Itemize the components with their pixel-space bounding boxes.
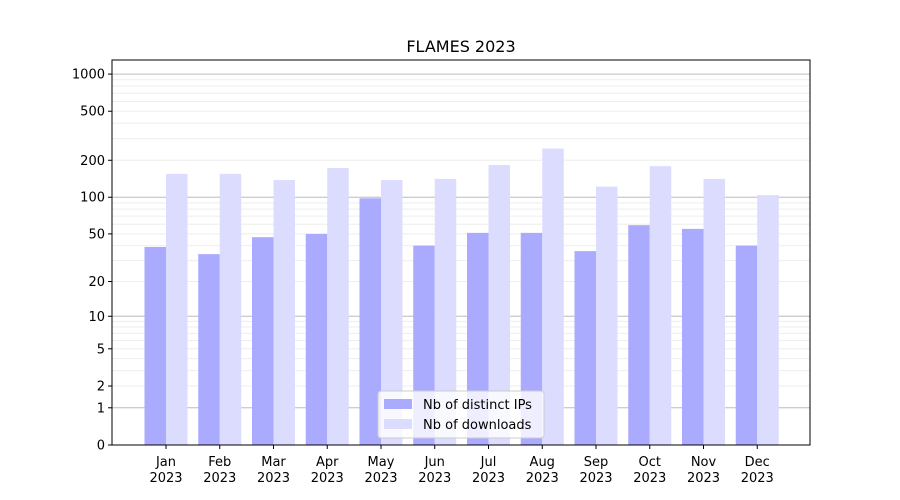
y-tick-label: 100	[80, 191, 105, 206]
bar-distinct-ips	[198, 254, 220, 445]
x-tick-label-month: Jul	[480, 455, 497, 470]
x-tick-label-month: Apr	[316, 455, 339, 470]
x-tick-label-year: 2023	[472, 471, 505, 486]
x-tick-label-month: Aug	[530, 455, 555, 470]
legend-label: Nb of downloads	[423, 418, 532, 433]
bar-downloads	[273, 180, 295, 445]
bar-downloads	[596, 186, 618, 445]
bar-downloads	[166, 173, 188, 445]
legend: Nb of distinct IPs Nb of downloads	[377, 390, 545, 439]
bar-downloads	[542, 148, 564, 445]
y-tick-label: 10	[88, 310, 105, 325]
bar-downloads	[488, 165, 510, 445]
x-tick-label-year: 2023	[311, 471, 344, 486]
x-tick-label-year: 2023	[579, 471, 612, 486]
bar-downloads	[649, 166, 672, 445]
x-tick-label-year: 2023	[203, 471, 236, 486]
x-tick-label-year: 2023	[418, 471, 451, 486]
x-tick-label-month: Feb	[208, 455, 231, 470]
chart-title: FLAMES 2023	[406, 37, 515, 56]
y-tick-label: 5	[97, 342, 105, 357]
x-tick-label-year: 2023	[687, 471, 720, 486]
bar-distinct-ips	[305, 233, 328, 445]
x-tick-label-month: Nov	[691, 455, 717, 470]
x-tick-label-month: Jan	[155, 455, 176, 470]
x-tick-label-month: Sep	[584, 455, 609, 470]
x-tick-label-year: 2023	[741, 471, 774, 486]
x-tick-label-month: Oct	[639, 455, 661, 470]
bar-downloads	[757, 195, 779, 445]
bar-distinct-ips	[735, 245, 758, 445]
legend-label: Nb of distinct IPs	[423, 398, 532, 413]
bar-downloads	[219, 173, 242, 445]
y-tick-label: 1	[97, 401, 105, 416]
y-tick-label: 20	[88, 275, 105, 290]
x-tick-label-year: 2023	[526, 471, 559, 486]
bar-downloads	[327, 168, 349, 445]
bar-distinct-ips	[359, 198, 381, 445]
x-tick-label-year: 2023	[633, 471, 666, 486]
x-tick-label-year: 2023	[257, 471, 290, 486]
bar-downloads	[381, 180, 403, 445]
y-tick-label: 0	[97, 439, 105, 454]
legend-swatch	[384, 399, 412, 409]
x-axis: Jan2023Feb2023Mar2023Apr2023May2023Jun20…	[149, 445, 774, 486]
bar-distinct-ips	[628, 225, 650, 445]
x-tick-label-month: Mar	[261, 455, 286, 470]
plot-frame	[111, 59, 811, 446]
y-tick-label: 200	[80, 154, 105, 169]
bar-distinct-ips	[682, 228, 704, 445]
bar-downloads	[703, 178, 725, 445]
x-tick-label-year: 2023	[364, 471, 397, 486]
x-tick-label-month: Dec	[745, 455, 770, 470]
x-tick-label-month: Jun	[424, 455, 445, 470]
bar-distinct-ips	[252, 237, 274, 445]
x-tick-label-year: 2023	[149, 471, 182, 486]
x-tick-label-month: May	[368, 455, 395, 470]
y-tick-label: 1000	[72, 68, 105, 83]
legend-swatch	[384, 419, 412, 429]
bar-distinct-ips	[574, 251, 596, 445]
bar-downloads	[434, 178, 457, 445]
y-axis: 0 1 2 5 10 20 50 100 200 500 1000	[72, 68, 112, 454]
y-tick-label: 50	[88, 227, 105, 242]
bar-distinct-ips	[144, 246, 166, 445]
y-tick-label: 500	[80, 105, 105, 120]
legend-box	[377, 390, 545, 439]
y-tick-label: 2	[97, 380, 105, 395]
